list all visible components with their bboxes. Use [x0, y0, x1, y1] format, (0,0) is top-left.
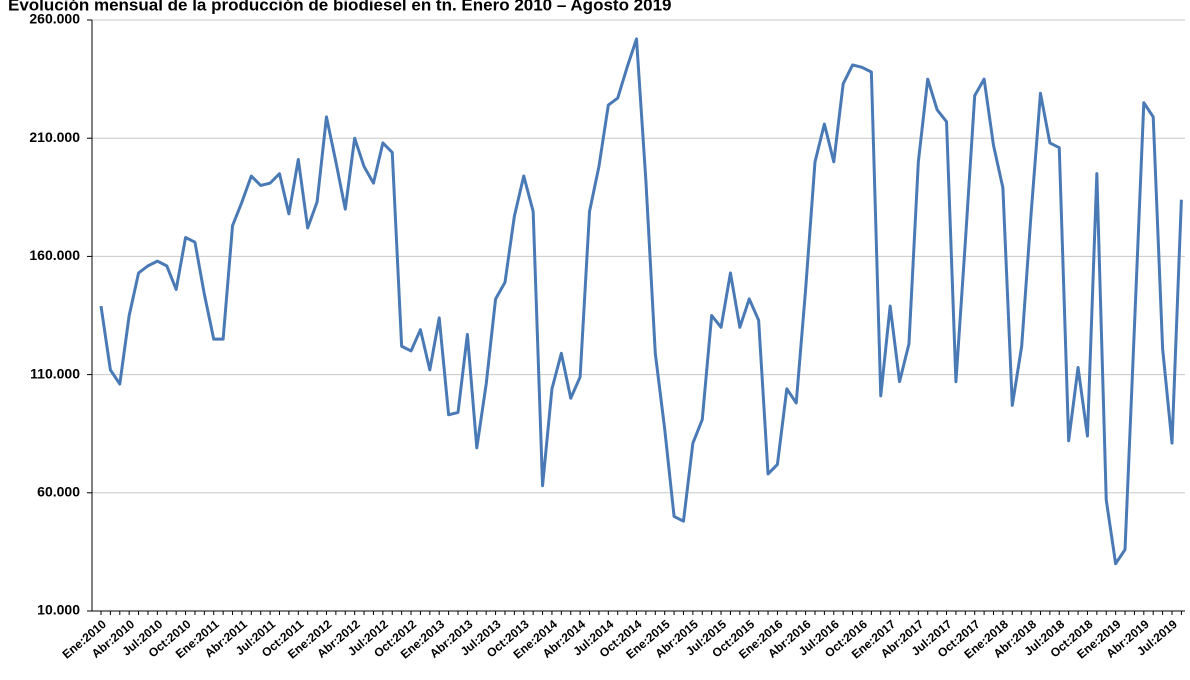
y-tick-label: 60.000	[37, 484, 80, 500]
data-line	[99, 37, 1183, 566]
y-tick-label: 160.000	[29, 247, 80, 263]
y-tick-label: 260.000	[29, 11, 80, 27]
y-tick-label: 10.000	[37, 602, 80, 618]
y-tick-label: 210.000	[29, 129, 80, 145]
chart-title: Evolución mensual de la producción de bi…	[8, 0, 672, 14]
y-tick-label: 110.000	[30, 365, 80, 381]
